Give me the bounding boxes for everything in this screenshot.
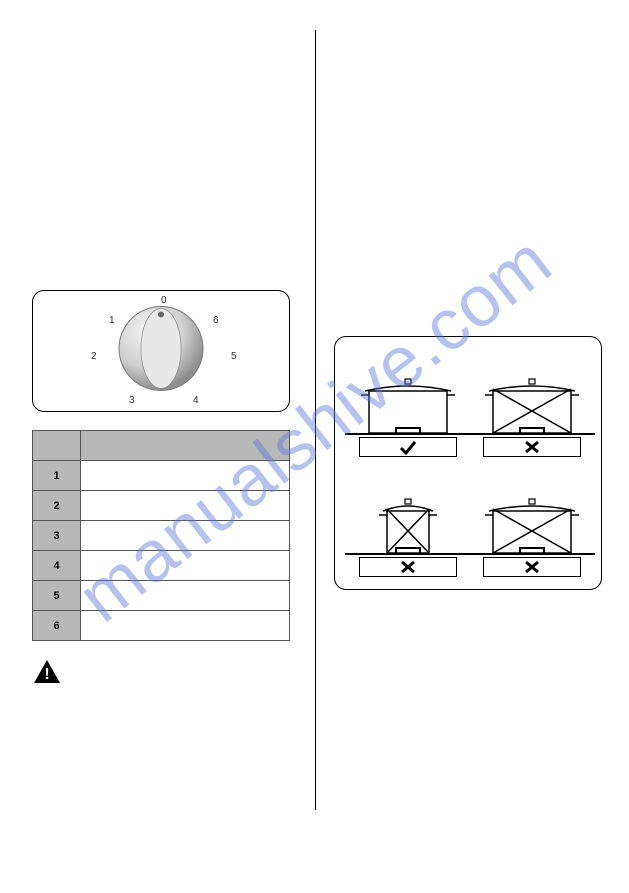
result-cross-box — [359, 557, 457, 577]
knob-label-0: 0 — [161, 295, 167, 306]
level-cell: 3 — [33, 521, 81, 551]
burner-line — [469, 553, 595, 555]
level-cell: 4 — [33, 551, 81, 581]
table-header — [33, 431, 290, 461]
desc-cell — [81, 551, 290, 581]
pot-icon — [473, 353, 591, 433]
burner-line — [345, 553, 471, 555]
knob-label-1: 1 — [109, 315, 115, 326]
pot-icon — [349, 473, 467, 553]
column-divider — [315, 30, 316, 810]
knob-label-2: 2 — [91, 351, 97, 362]
knob-panel: 0 1 2 3 4 5 6 — [32, 290, 290, 412]
cookware-cell — [473, 471, 591, 577]
burner-line — [469, 433, 595, 435]
pot-icon — [349, 353, 467, 433]
pot-icon — [473, 473, 591, 553]
cross-icon — [399, 559, 417, 575]
level-cell: 1 — [33, 461, 81, 491]
warning-icon: ! — [34, 660, 60, 688]
knob-label-6: 6 — [213, 315, 219, 326]
table-header-level — [33, 431, 81, 461]
knob-label-4: 4 — [193, 395, 199, 406]
knob-label-5: 5 — [231, 351, 237, 362]
desc-cell — [81, 461, 290, 491]
table-row: 5 — [33, 581, 290, 611]
level-cell: 2 — [33, 491, 81, 521]
page: 0 1 2 3 4 5 6 1 2 3 4 5 6 ! manualshive.… — [0, 0, 629, 893]
table-row: 1 — [33, 461, 290, 491]
cross-icon — [523, 439, 541, 455]
table-header-desc — [81, 431, 290, 461]
heat-settings-table: 1 2 3 4 5 6 — [32, 430, 290, 641]
desc-cell — [81, 491, 290, 521]
cross-icon — [523, 559, 541, 575]
control-knob — [113, 301, 209, 402]
table-row: 3 — [33, 521, 290, 551]
result-cross-box — [483, 557, 581, 577]
table-row: 2 — [33, 491, 290, 521]
svg-text:!: ! — [44, 666, 49, 683]
table-row: 4 — [33, 551, 290, 581]
cookware-cell — [473, 351, 591, 457]
level-cell: 6 — [33, 611, 81, 641]
cookware-panel — [334, 336, 602, 590]
knob-label-3: 3 — [129, 395, 135, 406]
cookware-cell — [349, 351, 467, 457]
result-cross-box — [483, 437, 581, 457]
burner-line — [345, 433, 471, 435]
desc-cell — [81, 521, 290, 551]
table-row: 6 — [33, 611, 290, 641]
level-cell: 5 — [33, 581, 81, 611]
desc-cell — [81, 611, 290, 641]
result-check-box — [359, 437, 457, 457]
desc-cell — [81, 581, 290, 611]
cookware-cell — [349, 471, 467, 577]
check-icon — [399, 439, 417, 455]
